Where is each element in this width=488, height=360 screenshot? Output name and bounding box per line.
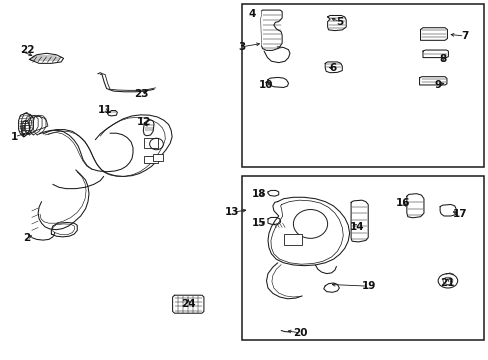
Text: 17: 17 — [451, 209, 466, 219]
Text: 22: 22 — [20, 45, 34, 55]
Text: 11: 11 — [98, 105, 112, 115]
Bar — [144, 138, 158, 148]
Text: 13: 13 — [224, 207, 239, 217]
Text: 1: 1 — [11, 132, 18, 142]
Bar — [242, 176, 483, 340]
Text: 5: 5 — [336, 17, 343, 27]
Text: 18: 18 — [251, 189, 266, 199]
Text: 7: 7 — [460, 31, 468, 41]
Bar — [152, 154, 163, 161]
Text: 23: 23 — [134, 89, 149, 99]
Bar — [242, 4, 483, 167]
Text: 21: 21 — [439, 278, 454, 288]
Text: 14: 14 — [349, 222, 364, 232]
Text: 12: 12 — [137, 117, 151, 127]
Text: 16: 16 — [395, 198, 410, 208]
Bar — [283, 234, 302, 245]
Text: 6: 6 — [328, 63, 335, 73]
Text: 20: 20 — [293, 328, 307, 338]
Bar — [144, 156, 158, 163]
Text: 8: 8 — [438, 54, 445, 64]
Text: 19: 19 — [361, 281, 376, 291]
Text: 10: 10 — [259, 80, 273, 90]
Text: 15: 15 — [251, 218, 266, 228]
Text: 4: 4 — [247, 9, 255, 19]
Text: 3: 3 — [238, 42, 245, 52]
Text: 24: 24 — [181, 299, 195, 309]
Text: 9: 9 — [433, 80, 440, 90]
Text: 2: 2 — [23, 233, 30, 243]
